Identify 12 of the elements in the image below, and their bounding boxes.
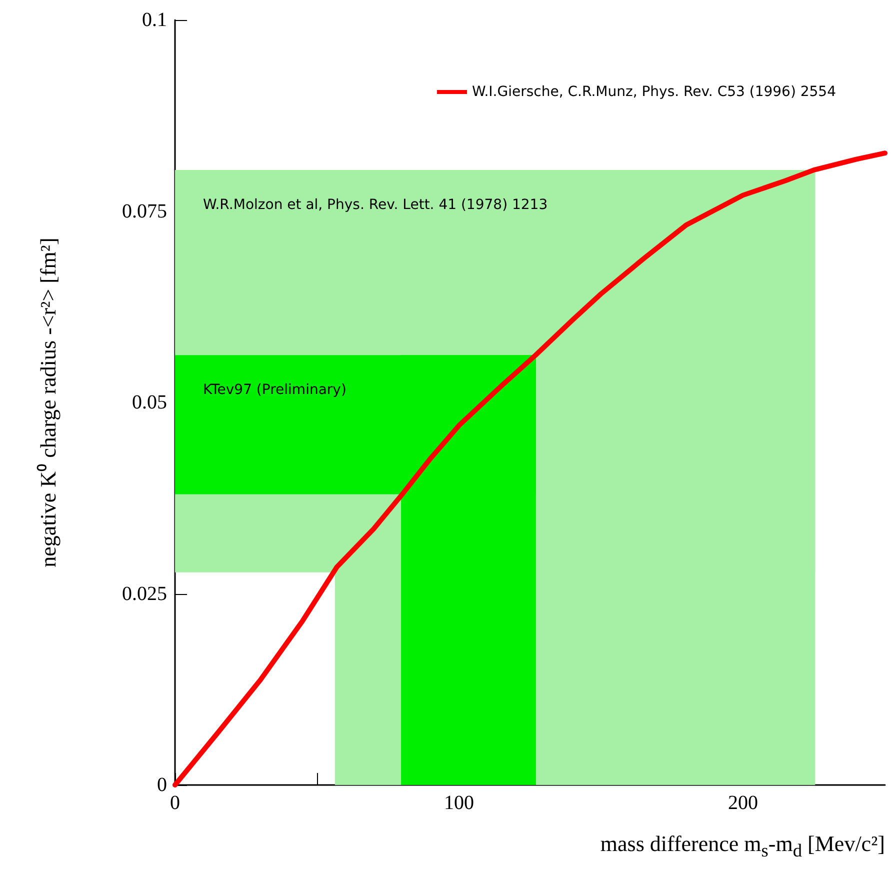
band-label: W.R.Molzon et al, Phys. Rev. Lett. 41 (1978) 1213	[203, 196, 548, 213]
x-tick-label: 100	[444, 792, 474, 814]
legend-label: W.I.Giersche, C.R.Munz, Phys. Rev. C53 (1996) 2554	[472, 84, 836, 100]
y-tick-label: 0.1	[142, 9, 167, 31]
y-tick-label: 0.075	[122, 200, 167, 222]
y-axis-title: negative K⁰ charge radius -<r²> [fm²]	[36, 238, 60, 568]
band-label: KTev97 (Preliminary)	[203, 382, 346, 398]
x-tick-label: 200	[728, 792, 758, 814]
y-tick-label: 0.05	[132, 392, 167, 414]
x-axis-title: mass difference m$_{s}$-m$_{d}$ [Mev/c²]	[600, 831, 885, 862]
y-tick-label: 0.025	[122, 582, 167, 605]
y-tick-label: 0	[157, 774, 167, 796]
